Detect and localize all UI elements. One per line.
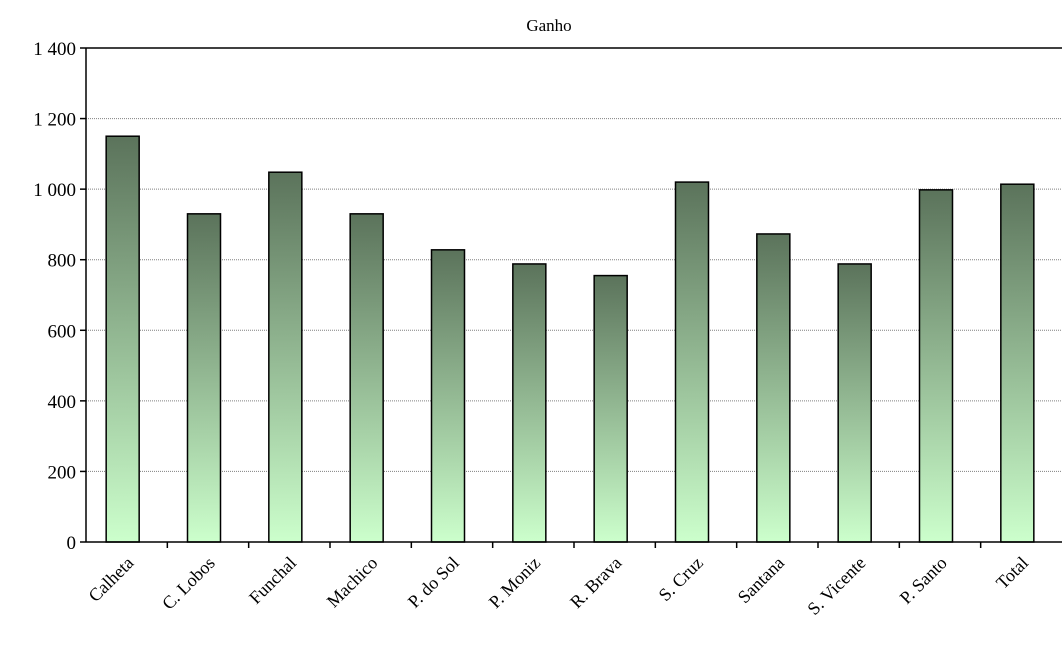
x-tick-label: S. Cruz bbox=[655, 553, 707, 605]
bar bbox=[918, 189, 954, 543]
bar bbox=[186, 213, 222, 543]
y-tick-label: 1 400 bbox=[33, 39, 76, 60]
bar bbox=[512, 263, 547, 543]
bar bbox=[268, 171, 303, 543]
y-tick-label: 800 bbox=[48, 251, 77, 272]
y-tick-label: 200 bbox=[48, 462, 77, 483]
x-tick-label: Funchal bbox=[245, 553, 300, 608]
x-tick-label: Machico bbox=[323, 553, 382, 612]
bar bbox=[1000, 183, 1035, 543]
x-tick-label: S. Vicente bbox=[803, 553, 869, 619]
bar bbox=[674, 181, 710, 543]
y-tick-label: 1 200 bbox=[33, 110, 76, 131]
x-tick-label: P. Santo bbox=[896, 553, 951, 608]
bar bbox=[756, 233, 791, 543]
y-tick-label: 600 bbox=[48, 321, 77, 342]
gridlines bbox=[86, 47, 1062, 472]
y-tick-label: 0 bbox=[67, 533, 77, 554]
x-tick-label: P. Moniz bbox=[485, 553, 544, 612]
x-tick-label: C. Lobos bbox=[158, 553, 219, 614]
y-tick-label: 1 000 bbox=[33, 180, 76, 201]
bar bbox=[105, 135, 140, 543]
bar bbox=[593, 274, 628, 543]
bar bbox=[349, 213, 384, 543]
chart-title: Ganho bbox=[526, 16, 572, 35]
bar bbox=[430, 249, 466, 543]
x-tick-label: Calheta bbox=[84, 553, 137, 606]
bars bbox=[105, 135, 1035, 543]
x-tick-label: P. do Sol bbox=[404, 553, 463, 612]
x-tick-label: R. Brava bbox=[566, 553, 625, 612]
x-tick-label: Total bbox=[992, 553, 1032, 593]
bar bbox=[837, 263, 872, 543]
axes bbox=[80, 47, 1062, 548]
x-tick-label: Santana bbox=[734, 553, 788, 607]
y-tick-label: 400 bbox=[48, 392, 77, 413]
